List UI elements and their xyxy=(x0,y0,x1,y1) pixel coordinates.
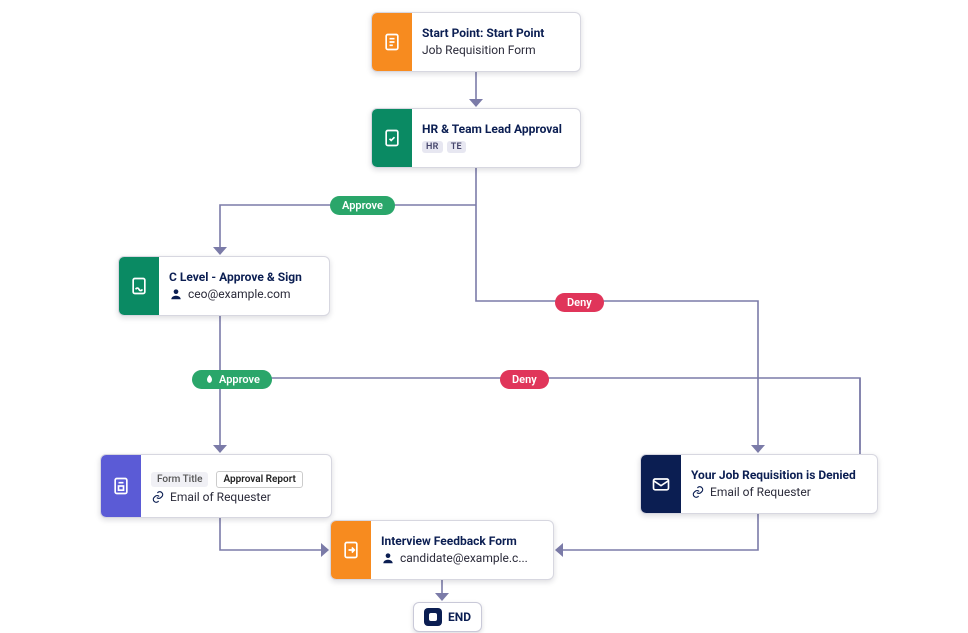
form-title-row: Form Title Approval Report xyxy=(151,467,307,486)
envelope-icon xyxy=(641,455,681,513)
node-title: Your Job Requisition is Denied xyxy=(691,468,856,482)
node-c-level-sign[interactable]: C Level - Approve & Sign ceo@example.com xyxy=(118,256,330,316)
node-subtitle: Job Requisition Form xyxy=(422,43,544,57)
node-requisition-denied[interactable]: Your Job Requisition is Denied Email of … xyxy=(640,454,878,514)
approve-doc-icon xyxy=(372,109,412,167)
form-icon xyxy=(372,13,412,71)
edge-arrow-icon xyxy=(213,247,227,255)
node-hr-approval[interactable]: HR & Team Lead Approval HR TE xyxy=(371,108,581,168)
node-approval-report[interactable]: Form Title Approval Report Email of Requ… xyxy=(100,454,332,518)
assignee-email: candidate@example.c... xyxy=(400,551,528,565)
assignee-row: ceo@example.com xyxy=(169,287,302,301)
leaf-icon xyxy=(204,374,215,385)
form-chip-label: Form Title xyxy=(151,472,208,487)
assignee-chips: HR TE xyxy=(422,141,562,153)
assignee-row: candidate@example.c... xyxy=(381,551,528,565)
edge-arrow-icon xyxy=(555,543,563,557)
link-icon xyxy=(151,490,165,504)
end-label: END xyxy=(448,610,471,624)
node-title: Start Point: Start Point xyxy=(422,26,544,40)
edge-arrow-icon xyxy=(435,593,449,601)
assignee-email: ceo@example.com xyxy=(188,287,290,301)
edge-label-deny: Deny xyxy=(555,293,604,312)
edge xyxy=(476,205,758,450)
report-icon xyxy=(101,455,141,517)
edge-label-approve: Approve xyxy=(192,370,272,389)
recipient-row: Email of Requester xyxy=(691,485,856,499)
edge-label-approve: Approve xyxy=(330,196,395,215)
sign-doc-icon xyxy=(119,257,159,315)
person-icon xyxy=(169,287,183,301)
form-chip-value: Approval Report xyxy=(216,471,302,488)
node-start-point[interactable]: Start Point: Start Point Job Requisition… xyxy=(371,12,581,72)
edge-label-deny: Deny xyxy=(500,370,549,389)
node-end[interactable]: END xyxy=(413,602,482,632)
node-interview-feedback[interactable]: Interview Feedback Form candidate@exampl… xyxy=(330,520,554,580)
edge-arrow-icon xyxy=(469,99,483,107)
node-title: C Level - Approve & Sign xyxy=(169,270,302,284)
person-icon xyxy=(381,551,395,565)
edge-arrow-icon xyxy=(213,445,227,453)
node-title: Interview Feedback Form xyxy=(381,534,528,548)
assignee-chip: TE xyxy=(447,141,466,153)
edge xyxy=(558,514,758,550)
recipient-text: Email of Requester xyxy=(710,485,811,499)
edge-arrow-icon xyxy=(751,445,765,453)
form-send-icon xyxy=(331,521,371,579)
recipient-row: Email of Requester xyxy=(151,490,307,504)
end-icon xyxy=(424,608,442,626)
edge xyxy=(220,518,326,550)
node-title: HR & Team Lead Approval xyxy=(422,122,562,136)
recipient-text: Email of Requester xyxy=(170,490,271,504)
link-icon xyxy=(691,485,705,499)
edge-arrow-icon xyxy=(321,543,329,557)
assignee-chip: HR xyxy=(422,141,443,153)
